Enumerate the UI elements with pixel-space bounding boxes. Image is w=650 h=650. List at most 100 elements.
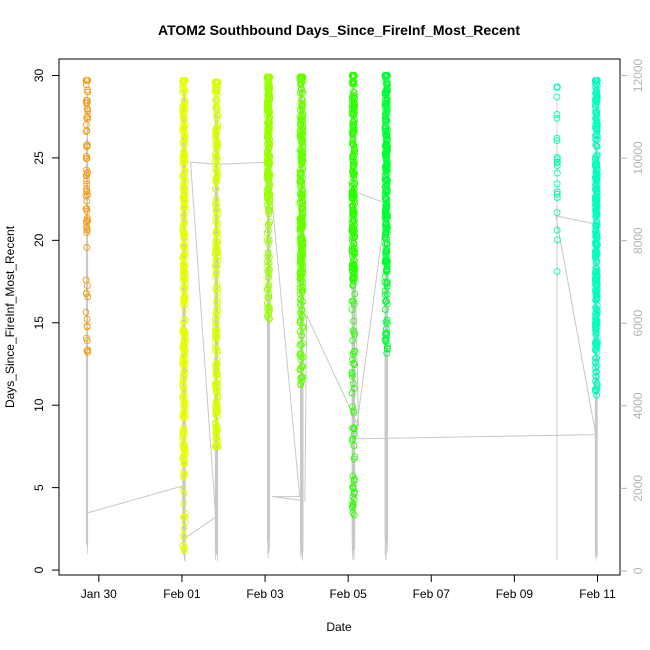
data-point	[593, 311, 601, 318]
data-point	[83, 229, 91, 237]
data-point	[350, 104, 358, 112]
data-point	[179, 182, 187, 190]
data-point	[212, 367, 220, 375]
data-point	[350, 409, 358, 417]
data-point	[212, 344, 219, 352]
data-point	[212, 177, 220, 185]
data-point	[179, 486, 187, 494]
data-point	[213, 427, 221, 435]
data-point	[382, 194, 390, 202]
data-point	[213, 401, 221, 409]
y2-tick-label: 6000	[631, 310, 645, 337]
data-point	[264, 92, 272, 99]
data-point	[180, 286, 188, 294]
data-point	[83, 322, 91, 330]
data-point	[349, 153, 357, 161]
data-point	[593, 295, 601, 302]
data-point	[296, 219, 304, 226]
data-point	[382, 212, 390, 220]
data-point	[84, 107, 92, 115]
data-point	[179, 158, 187, 166]
data-point	[592, 227, 600, 235]
data-point	[592, 247, 600, 255]
data-point	[181, 251, 189, 259]
data-point	[181, 350, 189, 358]
data-point	[214, 247, 222, 255]
data-point	[348, 372, 356, 380]
data-point	[297, 239, 305, 247]
data-point	[214, 219, 222, 227]
data-point	[591, 185, 599, 193]
data-point	[179, 116, 187, 124]
data-point	[298, 140, 305, 148]
data-point	[553, 134, 561, 142]
data-point	[297, 242, 305, 250]
data-point	[266, 136, 274, 144]
data-point	[180, 388, 188, 396]
y2-tick-label: 2000	[631, 475, 645, 502]
data-point	[348, 140, 356, 148]
data-point	[592, 115, 599, 122]
data-point	[349, 78, 357, 86]
data-point	[213, 206, 221, 214]
x-tick-label: Feb 01	[163, 587, 201, 601]
data-point	[383, 203, 391, 211]
data-point	[263, 194, 271, 202]
data-point	[349, 88, 357, 96]
data-point	[593, 285, 601, 293]
data-point	[383, 224, 391, 232]
data-point	[348, 437, 356, 445]
x-axis: Jan 30 Feb 01 Feb 03 Feb 05 Feb 07 Feb 09 Feb …	[81, 575, 616, 601]
data-point	[382, 202, 390, 210]
data-point	[593, 189, 601, 197]
data-point	[264, 104, 272, 112]
y-tick-label: 30	[32, 68, 46, 82]
data-point	[83, 315, 91, 323]
data-point	[592, 267, 600, 275]
data-point	[298, 185, 306, 193]
data-point	[592, 251, 600, 259]
data-point	[82, 308, 90, 316]
data-point	[383, 138, 391, 146]
data-point	[349, 105, 356, 113]
data-point	[84, 86, 91, 94]
data-point	[296, 106, 304, 114]
y-axis-label: Days_Since_FireInf_Most_Recent	[3, 225, 17, 408]
data-point	[212, 397, 220, 405]
data-point	[349, 136, 357, 144]
data-point	[349, 118, 357, 126]
data-point	[181, 470, 189, 478]
data-point	[349, 356, 357, 363]
data-point	[181, 443, 189, 451]
data-point	[181, 305, 189, 313]
data-point	[296, 290, 304, 298]
data-point	[383, 153, 391, 161]
data-point	[212, 262, 220, 270]
data-point	[181, 241, 188, 249]
data-point	[82, 121, 90, 129]
data-point	[83, 244, 91, 251]
data-point	[181, 130, 189, 138]
data-point	[298, 194, 306, 202]
data-point	[553, 190, 561, 198]
data-point	[264, 226, 272, 234]
data-point	[212, 257, 220, 265]
data-point	[181, 104, 189, 112]
data-point	[212, 269, 220, 276]
data-point	[181, 202, 189, 210]
data-point	[383, 182, 391, 190]
y-tick-label: 0	[32, 566, 46, 573]
data-point	[350, 144, 358, 151]
data-point	[349, 225, 357, 233]
data-point	[383, 117, 391, 125]
data-point	[296, 120, 304, 128]
data-point	[296, 113, 304, 121]
data-point	[349, 206, 357, 214]
data-point	[180, 264, 188, 272]
data-point	[553, 267, 561, 275]
data-point	[213, 331, 221, 339]
data-point	[264, 124, 272, 132]
data-point	[180, 213, 188, 220]
data-point	[591, 385, 599, 393]
data-point	[348, 234, 356, 242]
